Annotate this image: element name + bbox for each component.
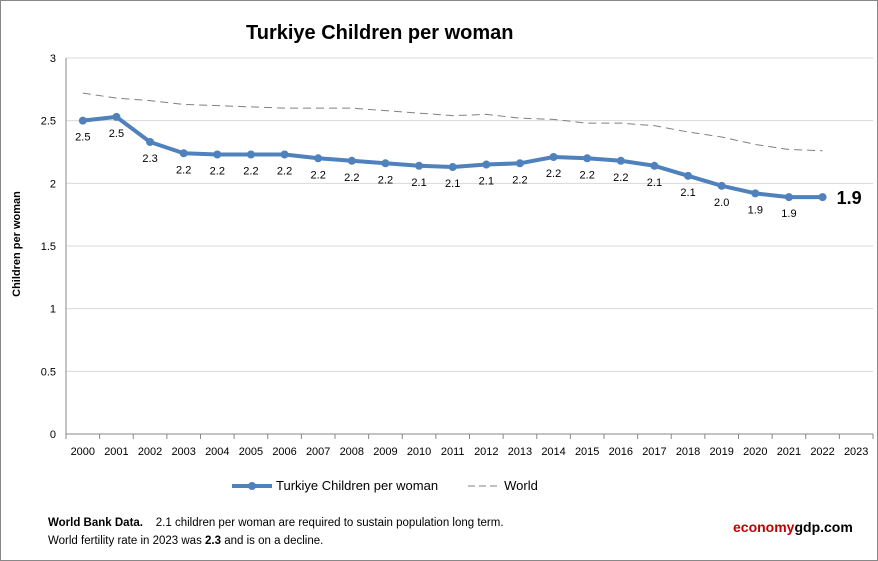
data-label: 2.1	[479, 176, 494, 188]
data-point	[448, 163, 457, 172]
data-label: 2.2	[277, 166, 292, 178]
legend-item-turkiye: Turkiye Children per woman	[232, 478, 438, 493]
data-point	[717, 181, 726, 190]
data-label: 2.2	[344, 172, 359, 184]
data-label: 2.5	[75, 132, 90, 144]
data-point	[213, 150, 222, 159]
footer-note-1: World Bank Data. 2.1 children per woman …	[48, 517, 504, 529]
x-tick-label: 2004	[205, 446, 229, 458]
x-tick-label: 2008	[340, 446, 364, 458]
x-tick-label: 2000	[71, 446, 95, 458]
data-label: 2.2	[243, 166, 258, 178]
x-tick-label: 2001	[104, 446, 128, 458]
footer-text: and is on a decline.	[221, 535, 324, 547]
x-tick-label: 2023	[844, 446, 868, 458]
data-point	[482, 160, 491, 169]
data-point	[751, 189, 760, 198]
data-label: 2.2	[210, 166, 225, 178]
data-label: 2.3	[142, 153, 157, 165]
chart-title: Turkiye Children per woman	[246, 22, 514, 44]
data-point	[684, 171, 693, 180]
x-tick-label: 2012	[474, 446, 498, 458]
data-point	[246, 150, 255, 159]
brand-logo: economygdp.com	[733, 519, 853, 535]
data-label: 2.1	[647, 177, 662, 189]
source-label: World Bank Data.	[48, 517, 143, 529]
data-label: 2.2	[176, 164, 191, 176]
data-label: 1.9	[748, 204, 763, 216]
x-tick-label: 2022	[810, 446, 834, 458]
legend: Turkiye Children per woman World	[232, 478, 538, 493]
data-label: 2.1	[411, 177, 426, 189]
footer-highlight: 2.3	[205, 535, 222, 547]
data-point	[583, 154, 592, 163]
data-label: 2.2	[378, 174, 393, 186]
y-tick-label: 2	[50, 178, 56, 190]
x-tick-label: 2015	[575, 446, 599, 458]
legend-line-dashed-icon	[468, 485, 501, 486]
y-tick-label: 0	[50, 429, 56, 441]
x-tick-label: 2011	[441, 446, 465, 458]
legend-line-solid-icon	[232, 481, 272, 490]
data-point	[549, 153, 558, 162]
data-label: 2.2	[311, 169, 326, 181]
data-point	[314, 154, 323, 163]
y-tick-label: 1	[50, 304, 56, 316]
x-tick-label: 2006	[272, 446, 296, 458]
data-label: 2.1	[445, 178, 460, 190]
x-tick-label: 2018	[676, 446, 700, 458]
data-point	[112, 112, 121, 121]
data-label: 2.2	[546, 168, 561, 180]
footer-text: World fertility rate in 2023 was	[48, 535, 206, 547]
data-label: 2.2	[580, 169, 595, 181]
data-point	[415, 161, 424, 170]
x-tick-label: 2010	[407, 446, 431, 458]
data-point	[347, 156, 356, 165]
footer-note-2: World fertility rate in 2023 was 2.3 and…	[48, 535, 323, 547]
y-tick-label: 0.5	[41, 366, 56, 378]
y-tick-label: 1.5	[41, 241, 56, 253]
x-tick-label: 2002	[138, 446, 162, 458]
data-point	[650, 161, 659, 170]
x-tick-label: 2007	[306, 446, 330, 458]
data-point	[280, 150, 289, 159]
data-label: 1.9	[781, 208, 796, 220]
x-tick-label: 2020	[743, 446, 767, 458]
data-point	[818, 193, 827, 202]
x-tick-label: 2013	[508, 446, 532, 458]
data-point	[78, 116, 87, 125]
legend-label: Turkiye Children per woman	[276, 478, 439, 493]
brand-part1: economy	[733, 519, 795, 535]
legend-item-world: World	[468, 478, 538, 493]
data-point	[381, 159, 390, 168]
y-tick-label: 2.5	[41, 116, 56, 128]
data-label: 2.5	[109, 128, 124, 140]
data-point	[784, 193, 793, 202]
data-label: 1.9	[837, 188, 862, 208]
data-point	[616, 156, 625, 165]
data-label: 2.2	[512, 174, 527, 186]
brand-part2: gdp.com	[794, 519, 853, 535]
legend-label: World	[504, 478, 538, 493]
x-tick-label: 2019	[709, 446, 733, 458]
data-point	[515, 159, 524, 168]
data-label: 2.0	[714, 197, 729, 209]
y-tick-label: 3	[50, 53, 56, 65]
data-label: 2.2	[613, 172, 628, 184]
data-point	[179, 149, 188, 158]
x-tick-label: 2014	[541, 446, 565, 458]
x-tick-label: 2009	[373, 446, 397, 458]
series-line-world	[82, 92, 823, 152]
data-label: 2.1	[680, 187, 695, 199]
x-tick-label: 2017	[642, 446, 666, 458]
x-tick-label: 2005	[239, 446, 263, 458]
footer-text: 2.1 children per woman are required to s…	[155, 517, 504, 529]
x-tick-label: 2003	[171, 446, 195, 458]
x-tick-label: 2021	[777, 446, 801, 458]
data-point	[146, 137, 155, 146]
x-tick-label: 2016	[609, 446, 633, 458]
